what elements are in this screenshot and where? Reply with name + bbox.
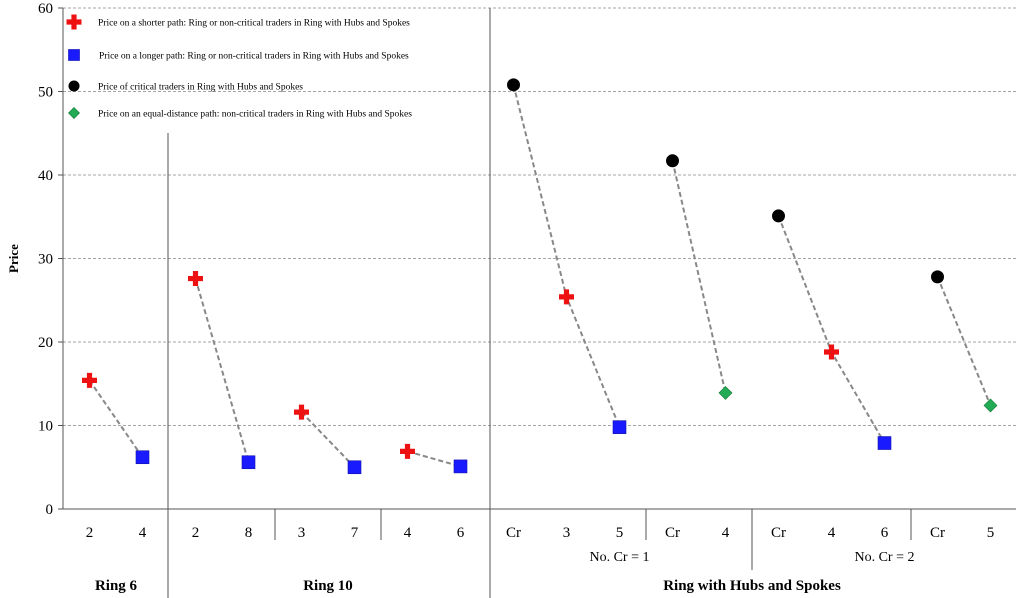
y-tick-label: 30 (38, 252, 53, 268)
x-tick-label: 2 (86, 525, 94, 541)
axis-labels: 0 10 20 30 40 50 60 Price 2 4 2 8 3 7 4 6 Cr 3 5 Cr 4 Cr 4 6 Cr 5… (6, 1, 994, 594)
x-tick-label: 2 (192, 525, 200, 541)
connector-line (300, 411, 356, 468)
data-point-shorter (188, 271, 203, 287)
x-tick-label: Cr (930, 525, 945, 541)
data-point-shorter (400, 443, 415, 459)
x-tick-label: 6 (881, 525, 889, 541)
x-tick-label: 4 (828, 525, 836, 541)
data-point-critical (772, 209, 785, 223)
connector-line (671, 160, 727, 394)
legend-label-longer: Price on a longer path: Ring or non-crit… (99, 52, 409, 62)
y-tick-label: 60 (38, 1, 53, 17)
y-tick-label: 50 (38, 85, 53, 101)
y-tick-label: 0 (46, 502, 54, 518)
legend-marker-shorter (66, 14, 82, 30)
data-point-shorter (294, 404, 309, 420)
x-tick-label: 5 (987, 525, 995, 541)
legend-marker-equal (68, 107, 80, 119)
connector-lines (88, 84, 992, 468)
legend-marker-critical (68, 80, 80, 92)
x-tick-label: 4 (139, 525, 147, 541)
x-tick-label: Cr (506, 525, 521, 541)
connector-line (936, 276, 992, 406)
connector-line (194, 278, 250, 463)
subgroup-label: No. Cr = 2 (854, 550, 914, 565)
data-point-shorter (824, 344, 839, 360)
x-tick-label: 5 (616, 525, 624, 541)
group-label: Ring with Hubs and Spokes (663, 578, 841, 594)
y-axis-label: Price (6, 244, 21, 273)
x-tick-label: 3 (563, 525, 571, 541)
y-tick-label: 40 (38, 168, 53, 184)
group-label: Ring 10 (303, 578, 353, 594)
data-point-longer (612, 420, 627, 434)
x-tick-label: 6 (457, 525, 465, 541)
legend: Price on a shorter path: Ring or non-cri… (66, 14, 412, 120)
data-point-longer (877, 436, 892, 450)
data-point-longer (241, 455, 256, 470)
data-point-critical (507, 78, 520, 92)
gridlines (63, 7, 1016, 426)
data-point-critical (931, 270, 944, 284)
x-tick-label: 4 (722, 525, 730, 541)
legend-label-shorter: Price on a shorter path: Ring or non-cri… (98, 19, 410, 29)
subgroup-label: No. Cr = 1 (589, 550, 649, 565)
x-tick-label: 3 (298, 525, 306, 541)
legend-label-equal: Price on an equal-distance path: non-cri… (98, 110, 412, 120)
x-tick-label: 8 (245, 525, 253, 541)
legend-marker-longer (68, 49, 80, 61)
data-point-equal (718, 386, 733, 400)
connector-line (88, 379, 144, 458)
y-tick-label: 20 (38, 335, 53, 351)
x-tick-label: 4 (404, 525, 412, 541)
connector-line (512, 84, 621, 428)
group-label: Ring 6 (95, 578, 138, 594)
data-point-equal (983, 398, 998, 413)
connector-line (777, 215, 886, 444)
axes (58, 7, 1016, 598)
data-point-longer (135, 450, 150, 465)
data-point-shorter (559, 289, 574, 305)
y-tick-label: 10 (38, 419, 53, 435)
data-point-critical (666, 154, 679, 168)
data-point-longer (453, 459, 468, 474)
data-point-longer (347, 460, 362, 475)
x-tick-label: Cr (771, 525, 786, 541)
x-tick-label: Cr (665, 525, 680, 541)
connector-line (407, 450, 461, 468)
data-points (82, 78, 998, 475)
data-point-shorter (82, 372, 97, 388)
legend-label-critical: Price of critical traders in Ring with H… (98, 82, 303, 93)
x-tick-label: 7 (351, 525, 359, 541)
